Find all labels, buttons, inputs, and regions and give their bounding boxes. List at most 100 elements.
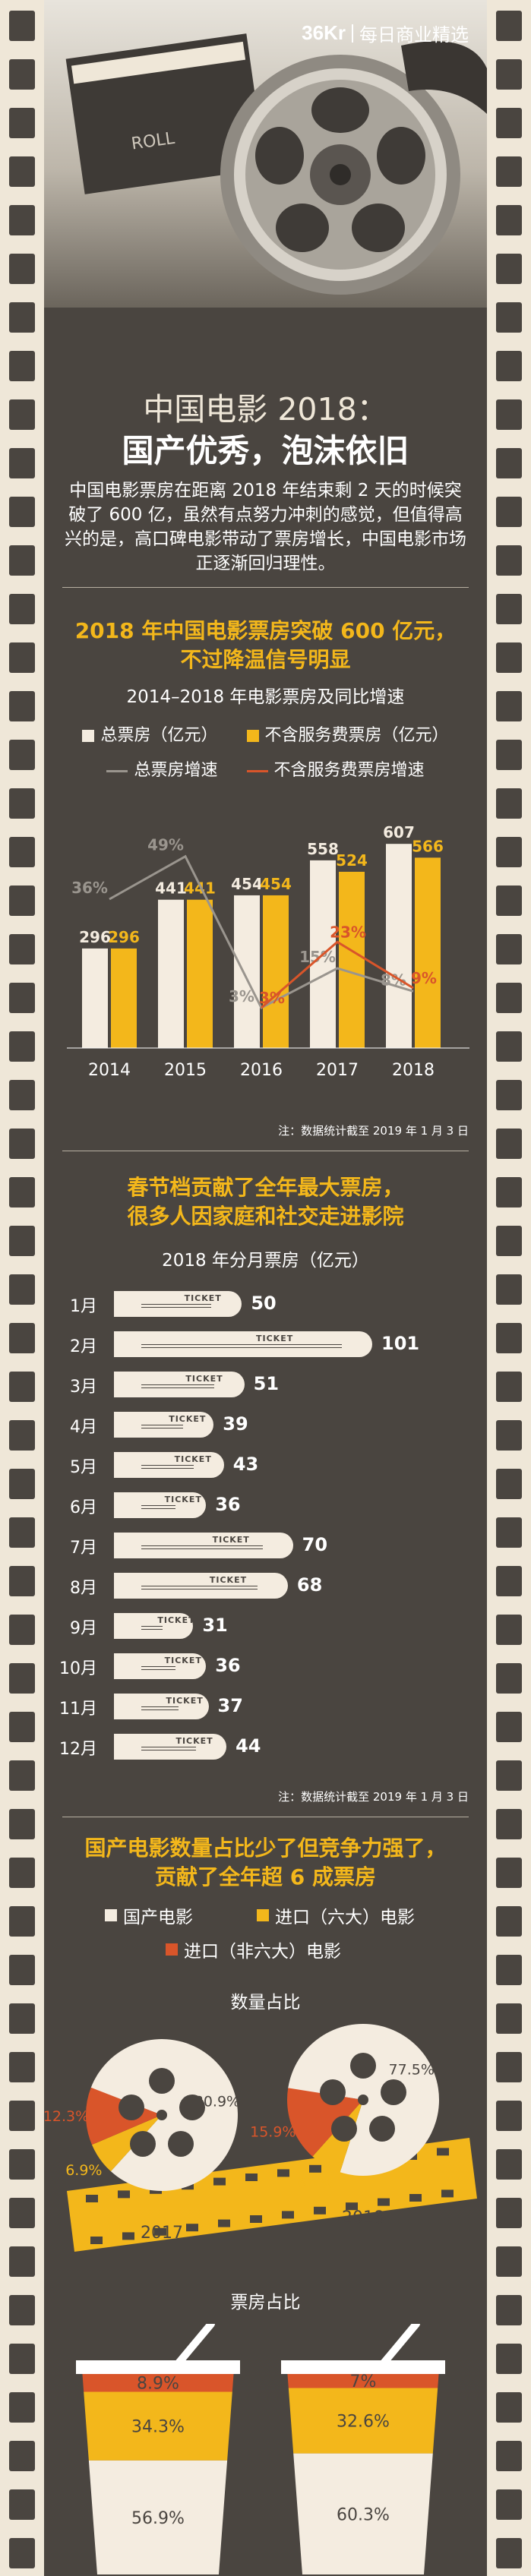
month-value: 31 (202, 1615, 228, 1636)
legend-label-net-growth: 不含服务费票房增速 (273, 761, 425, 780)
cup-lid (281, 2360, 445, 2374)
film-perforation (9, 788, 35, 819)
month-label: 1月 (70, 1297, 97, 1316)
pie-value-label: 6.7% (297, 2174, 333, 2191)
film-perforation (496, 1274, 522, 1305)
month-value: 68 (296, 1574, 323, 1596)
film-perforation (496, 108, 522, 138)
film-perforation (9, 156, 35, 187)
ticket-line (141, 1468, 194, 1469)
film-perforation (9, 740, 35, 770)
ticket-bar: TICKET (114, 1694, 209, 1719)
ribbon-hole (218, 2219, 230, 2227)
film-perforation (496, 1080, 522, 1110)
pie-slice (287, 2088, 363, 2157)
chart2-ticket-bars: 1月 TICKET 50 2月 TICKET 101 3月 TICKET 51 4月 TICKET 3… (44, 1291, 487, 1777)
growth-label: 9% (411, 969, 437, 987)
ticket-line (141, 1709, 179, 1710)
ticket-text: TICKET (174, 1454, 212, 1464)
reel-hole (381, 2079, 406, 2105)
film-perforation (496, 837, 522, 867)
film-perforation (9, 2052, 35, 2082)
ticket-line (141, 1347, 342, 1348)
film-perforation (496, 1809, 522, 1839)
legend-label-big6: 进口（六大）电影 (275, 1908, 415, 1927)
film-perforation (496, 2392, 522, 2423)
ticket-line (141, 1548, 263, 1549)
film-perforation (496, 351, 522, 381)
film-perforation (496, 205, 522, 235)
reel-hole (130, 2131, 156, 2157)
ticket-text: TICKET (175, 1736, 213, 1746)
film-perforation (496, 2052, 522, 2082)
film-perforation (9, 399, 35, 430)
film-perforation (496, 2489, 522, 2520)
film-perforation (496, 2246, 522, 2277)
pie-value-label: 12.3% (44, 2108, 89, 2125)
film-strip-left (0, 0, 44, 2576)
month-label: 8月 (70, 1579, 97, 1598)
ticket-line (141, 1508, 176, 1509)
ribbon-hole (346, 2202, 358, 2211)
film-perforation (496, 254, 522, 284)
film-perforation (496, 1760, 522, 1791)
film-perforation (496, 2344, 522, 2374)
legend-label-other: 进口（非六大）电影 (184, 1942, 341, 1962)
month-value: 51 (253, 1373, 280, 1394)
ticket-text: TICKET (209, 1575, 248, 1585)
film-perforation (9, 594, 35, 624)
film-perforation (496, 2003, 522, 2034)
film-perforation (9, 1129, 35, 1159)
x-tick-label: 2015 (164, 1061, 207, 1080)
bar-2018-1 (415, 857, 441, 1048)
ribbon-hole (282, 2211, 294, 2219)
film-perforation (9, 2392, 35, 2423)
film-perforation (496, 1129, 522, 1159)
ticket-text: TICKET (164, 1656, 202, 1665)
film-perforation (496, 1469, 522, 1499)
cup-segment (84, 2391, 232, 2461)
film-perforation (9, 1663, 35, 1694)
page-title: 中国电影 2018： (143, 391, 388, 428)
film-perforation (496, 448, 522, 478)
ticket-text: TICKET (157, 1615, 195, 1625)
bar-2016-0 (234, 895, 260, 1048)
bar-2017-1 (339, 871, 365, 1048)
ribbon-hole (277, 2169, 289, 2177)
film-perforation (9, 1323, 35, 1353)
ticket-line (141, 1307, 212, 1308)
month-label: 11月 (59, 1700, 97, 1719)
page-subtitle: 国产优秀，泡沫依旧 (122, 432, 409, 469)
ticket-line (141, 1669, 176, 1670)
film-perforation (9, 2295, 35, 2325)
film-reel-illustration: ROLL (65, 33, 487, 295)
film-perforation (9, 1226, 35, 1256)
ticket-text: TICKET (256, 1334, 294, 1343)
film-perforation (9, 1955, 35, 1985)
month-value: 43 (232, 1454, 259, 1475)
film-perforation (9, 1712, 35, 1742)
reel-year-label: 2018 (342, 2208, 384, 2227)
month-label: 6月 (70, 1498, 97, 1517)
brand-logo: 36Kr (302, 21, 346, 44)
growth-label: 15% (299, 948, 336, 966)
month-value: 36 (215, 1655, 241, 1676)
film-perforation (496, 2198, 522, 2228)
film-perforation (496, 1566, 522, 1596)
legend-domestic: 国产电影 (105, 1902, 193, 1928)
bar-value-label: 524 (336, 851, 368, 870)
chart1-note: 注：数据统计截至 2019 年 1 月 3 日 (278, 1124, 469, 1138)
legend-swatch-yellow (257, 1909, 269, 1921)
film-perforation (496, 545, 522, 576)
ticket-line (141, 1629, 163, 1630)
film-perforation (496, 642, 522, 673)
film-perforation (9, 2344, 35, 2374)
film-perforation (496, 59, 522, 90)
cup-value-label: 8.9% (137, 2375, 179, 2394)
growth-label: 8% (381, 971, 406, 989)
reel-hole (168, 2131, 194, 2157)
chart2-title: 2018 年分月票房（亿元） (162, 1251, 369, 1271)
month-value: 36 (215, 1494, 241, 1515)
legend-line-red (246, 769, 268, 772)
cup-lid (76, 2360, 240, 2374)
